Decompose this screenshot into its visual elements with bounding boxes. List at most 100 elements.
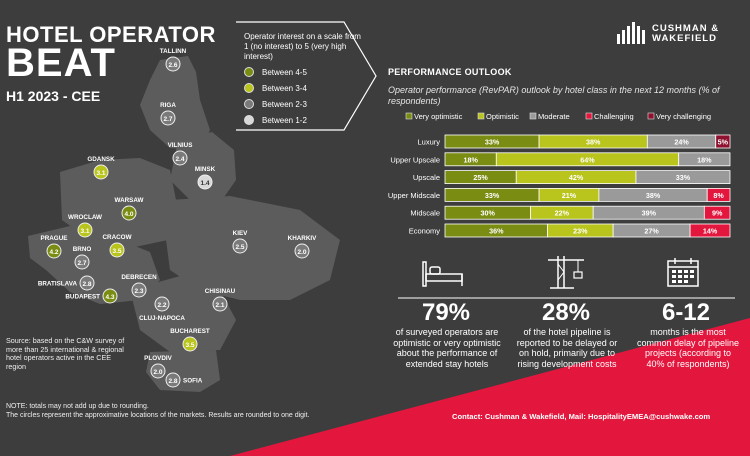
city-marker-bucharest: 3.5 BUCHAREST xyxy=(170,328,210,352)
map-legend-intro: Operator interest on a scale from 1 (no … xyxy=(244,32,361,61)
calendar-icon xyxy=(667,258,699,287)
city-marker-chisinau: 2.1 CHISINAU xyxy=(205,288,236,312)
map-bulgaria xyxy=(146,350,220,392)
city-label: MINSK xyxy=(195,166,216,173)
city-value: 2.5 xyxy=(235,244,244,251)
legend-dot-icon xyxy=(244,99,254,109)
city-value: 2.0 xyxy=(153,369,162,376)
bar-value-label: 27% xyxy=(644,227,659,236)
city-label: CHISINAU xyxy=(205,288,236,295)
brand-name: CUSHMAN & WAKEFIELD xyxy=(652,24,719,44)
map-central xyxy=(28,226,160,304)
category-label: Economy xyxy=(409,227,441,236)
bar-value-label: 21% xyxy=(562,191,577,200)
category-label: Midscale xyxy=(410,209,440,218)
city-value: 2.8 xyxy=(82,281,91,288)
city-value: 2.2 xyxy=(157,302,166,309)
category-label: Upper Upscale xyxy=(390,155,440,164)
legend-swatch xyxy=(585,112,593,120)
chart-legend-item: Moderate xyxy=(529,112,570,121)
city-marker-budapest: 4.3 BUDAPEST xyxy=(65,288,118,304)
legend-label: Between 1-2 xyxy=(262,115,307,125)
legend-label: Optimistic xyxy=(486,112,519,121)
footnote-line2: The circles represent the approximative … xyxy=(6,411,310,419)
city-label: PRAGUE xyxy=(41,235,68,242)
city-value: 2.4 xyxy=(175,156,184,163)
bed-icon xyxy=(422,261,463,287)
bar-value-label: 5% xyxy=(718,138,729,147)
stat-text-extended-stay: of surveyed operators are optimistic or … xyxy=(392,327,502,369)
city-marker-wroclaw: 3.1 WROCLAW xyxy=(68,214,102,238)
city-value: 2.7 xyxy=(163,116,172,123)
city-label: BRNO xyxy=(73,246,92,253)
city-circle xyxy=(74,254,90,270)
city-circle xyxy=(182,336,198,352)
city-circle xyxy=(46,243,62,259)
performance-subtitle: Operator performance (RevPAR) outlook by… xyxy=(388,85,720,106)
city-label: KHARKIV xyxy=(288,235,317,242)
stat-value-pipeline: 28% xyxy=(541,299,591,326)
city-circle xyxy=(93,164,109,180)
brand-line2: WAKEFIELD xyxy=(652,33,717,44)
legend-item-3-4: Between 3-4 xyxy=(244,83,307,93)
city-circle xyxy=(109,242,125,258)
legend-label: Moderate xyxy=(538,112,570,121)
city-label: RIGA xyxy=(160,102,176,109)
city-marker-cluj-napoca: 2.2 CLUJ-NAPOCA xyxy=(139,296,185,322)
city-circle xyxy=(150,363,166,379)
city-label: TALLINN xyxy=(160,48,187,55)
city-marker-kharkiv: 2.0 KHARKIV xyxy=(288,235,317,259)
city-circle xyxy=(165,56,181,72)
legend-label: Between 2-3 xyxy=(262,99,307,109)
bar-value-label: 33% xyxy=(485,191,500,200)
cee-map xyxy=(28,56,340,392)
category-label: Upper Midscale xyxy=(388,191,440,200)
city-circle xyxy=(160,110,176,126)
city-circle xyxy=(294,243,310,259)
title-line2: BEAT xyxy=(6,41,116,85)
city-marker-riga: 2.7 RIGA xyxy=(160,102,176,126)
city-label: CRACOW xyxy=(102,234,131,241)
stat-value-extended-stay: 79% xyxy=(421,299,471,326)
bar-value-label: 38% xyxy=(646,191,661,200)
city-value: 4.3 xyxy=(105,294,114,301)
city-label: KIEV xyxy=(233,230,248,237)
bar-value-label: 33% xyxy=(485,138,500,147)
bar-value-label: 23% xyxy=(573,227,588,236)
bar-value-label: 24% xyxy=(674,138,689,147)
legend-dot-icon xyxy=(244,83,254,93)
city-circle xyxy=(212,296,228,312)
bar-value-label: 39% xyxy=(642,209,657,218)
bar-value-label: 42% xyxy=(569,173,584,182)
contact-info: Contact: Cushman & Wakefield, Mail: Hosp… xyxy=(452,412,711,421)
bar-value-label: 33% xyxy=(676,173,691,182)
chart-legend-item: Challenging xyxy=(585,112,634,121)
chart-legend-item: Very optimistic xyxy=(405,112,463,121)
city-markers: 2.6 TALLINN 2.7 RIGA 2.4 VILNIUS 1.4 MINSK 3.1 GD… xyxy=(38,48,317,388)
city-marker-plovdiv: 2.0 PLOVDIV xyxy=(144,355,173,379)
city-marker-debrecen: 2.3 DEBRECEN xyxy=(121,274,157,298)
chart-legend-item: Very challenging xyxy=(647,112,711,121)
legend-swatch xyxy=(405,112,413,120)
bar-value-label: 8% xyxy=(713,191,724,200)
performance-title: PERFORMANCE OUTLOOK xyxy=(388,67,512,77)
brand-line1: CUSHMAN & xyxy=(652,23,720,34)
period-label: H1 2023 - CEE xyxy=(6,88,101,104)
legend-label: Between 4-5 xyxy=(262,67,307,77)
city-value: 1.4 xyxy=(200,180,209,187)
bar-value-label: 30% xyxy=(481,209,496,218)
legend-item-1-2: Between 1-2 xyxy=(244,115,307,125)
stat-value-delay: 6-12 xyxy=(661,299,711,326)
city-marker-minsk: 1.4 MINSK xyxy=(195,166,216,190)
legend-swatch xyxy=(477,112,485,120)
legend-dot-icon xyxy=(244,115,254,125)
city-circle xyxy=(102,288,118,304)
brand-logo-icon xyxy=(617,22,645,44)
city-marker-brno: 2.7 BRNO xyxy=(73,246,92,270)
title-line1: HOTEL OPERATOR xyxy=(6,22,216,47)
map-belarus xyxy=(170,132,236,200)
bar-value-label: 18% xyxy=(463,155,478,164)
map-ukraine xyxy=(166,196,340,300)
city-value: 2.7 xyxy=(77,260,86,267)
